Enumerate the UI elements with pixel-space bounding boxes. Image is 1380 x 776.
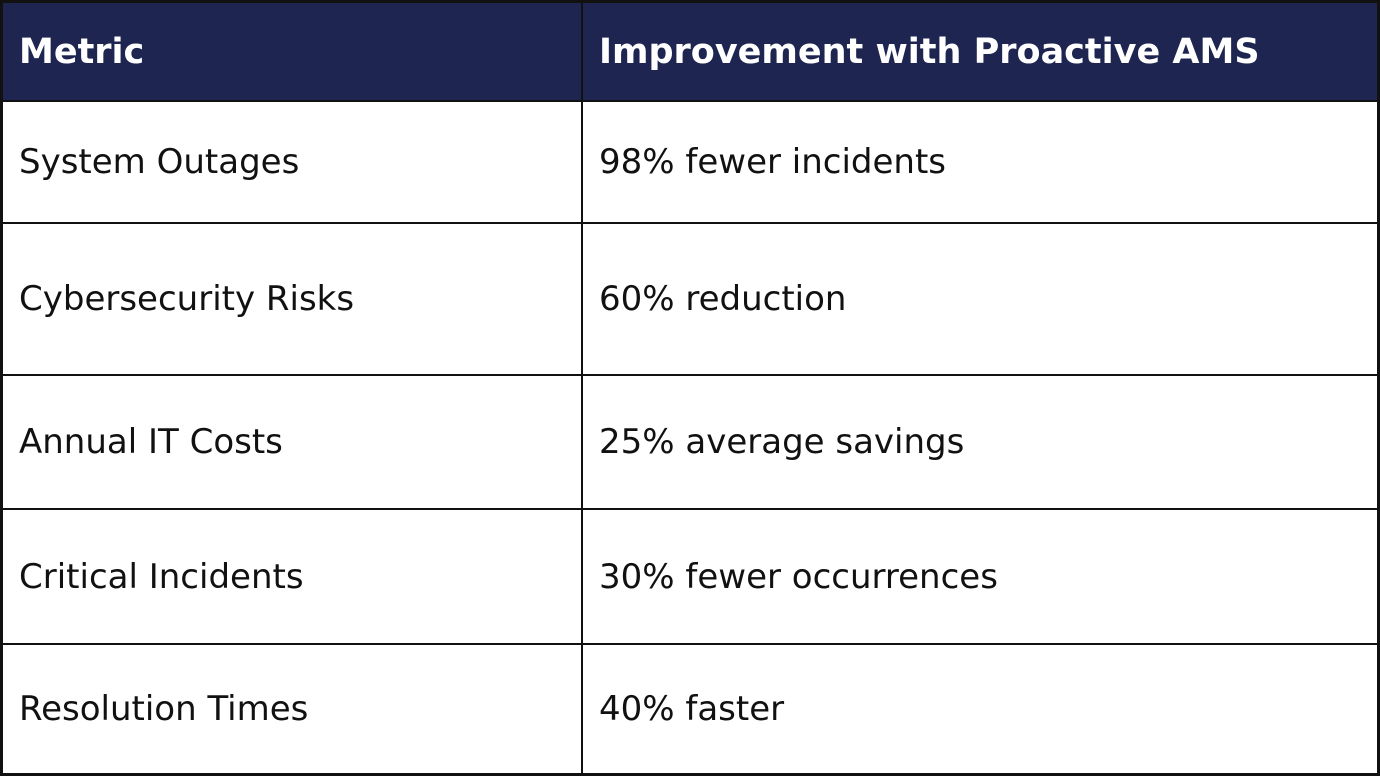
metric-cell: System Outages [3,102,583,222]
table-row: Critical Incidents 30% fewer occurrences [3,510,1377,645]
table-row: Cybersecurity Risks 60% reduction [3,224,1377,376]
improvement-cell: 25% average savings [599,422,965,462]
improvement-cell: 40% faster [599,689,785,729]
table-row: System Outages 98% fewer incidents [3,102,1377,224]
improvement-cell: 60% reduction [599,279,847,319]
header-cell: Improvement with Proactive AMS [599,31,1260,72]
metric-cell: Annual IT Costs [3,376,583,508]
metric-cell: Resolution Times [3,645,583,773]
improvement-cell: 30% fewer occurrences [599,556,998,597]
header-row: Metric Improvement with Proactive AMS [3,3,1377,102]
table-row: Annual IT Costs 25% average savings [3,376,1377,510]
header-cell: Metric [3,3,583,100]
metric-cell: Critical Incidents [3,510,583,643]
metric-cell: Cybersecurity Risks [3,224,583,374]
table-row: Resolution Times 40% faster [3,645,1377,773]
improvement-cell: 98% fewer incidents [599,142,947,182]
